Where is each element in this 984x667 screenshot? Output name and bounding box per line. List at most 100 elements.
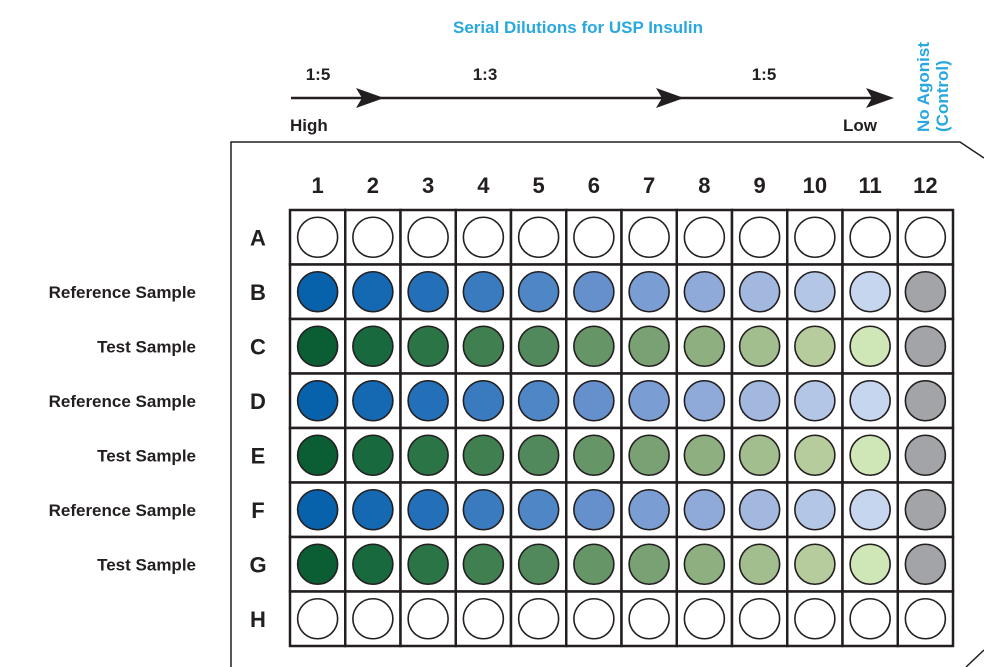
well-circle: [296, 270, 339, 313]
well-circle: [573, 216, 615, 259]
column-number-label: 11: [858, 173, 881, 198]
well-circle: [296, 434, 339, 477]
well-circle: [462, 434, 505, 477]
row-letter-label: B: [250, 280, 266, 305]
well-circle: [904, 216, 947, 259]
well-circle: [683, 543, 726, 586]
well-circle: [352, 488, 394, 531]
well-circle: [794, 325, 836, 368]
well-circle: [794, 216, 836, 259]
column-number-label: 2: [367, 173, 379, 198]
well-circle: [849, 325, 891, 368]
well-circle: [628, 216, 670, 259]
well-circle: [628, 270, 670, 313]
well-circle: [407, 597, 449, 640]
well-circle: [794, 488, 836, 531]
well-circle: [573, 597, 615, 640]
well-circle: [462, 488, 505, 531]
control-label-line1: No Agonist: [914, 42, 933, 132]
well-circle: [407, 434, 449, 477]
well-circle: [573, 543, 615, 586]
row-letter-label: E: [251, 443, 266, 468]
well-circle: [904, 270, 947, 313]
well-circle: [738, 216, 781, 259]
well-circle: [296, 216, 339, 259]
well-circle: [628, 597, 670, 640]
column-number-label: 5: [533, 173, 545, 198]
column-number-label: 12: [913, 173, 937, 198]
well-circle: [296, 379, 339, 422]
well-circle: [738, 379, 781, 422]
well-circle: [462, 216, 505, 259]
well-circle: [407, 216, 449, 259]
well-circle: [628, 379, 670, 422]
well-circle: [849, 270, 891, 313]
well-circle: [904, 597, 947, 640]
well-circle: [462, 597, 505, 640]
well-circle: [904, 325, 947, 368]
well-circle: [904, 379, 947, 422]
sample-type-label: Test Sample: [97, 446, 196, 465]
well-circle: [573, 379, 615, 422]
well-circle: [462, 270, 505, 313]
well-circle: [517, 270, 560, 313]
well-circle: [794, 434, 836, 477]
plate-outline: [230, 141, 984, 667]
dilution-arrow: [291, 88, 894, 108]
well-circle: [628, 325, 670, 368]
row-letter-label: G: [249, 552, 266, 577]
sample-type-label: Test Sample: [97, 555, 196, 574]
well-circle: [407, 488, 449, 531]
dilution-ratio-label: 1:5: [306, 65, 331, 84]
well-circle: [296, 325, 339, 368]
row-letter-label: H: [250, 607, 266, 632]
high-concentration-label: High: [290, 116, 328, 135]
dilution-ratio-label: 1:5: [752, 65, 777, 84]
well-circle: [296, 488, 339, 531]
well-circle: [849, 216, 891, 259]
well-circle: [683, 270, 726, 313]
well-circle: [407, 325, 449, 368]
column-number-label: 8: [698, 173, 710, 198]
sample-type-label: Reference Sample: [49, 283, 196, 302]
well-circle: [517, 597, 560, 640]
dilution-ratio-label: 1:3: [473, 65, 498, 84]
well-circle: [738, 325, 781, 368]
control-column-label: No Agonist (Control): [914, 42, 952, 132]
column-number-label: 10: [803, 173, 827, 198]
well-circle: [849, 434, 891, 477]
well-circle: [352, 325, 394, 368]
control-label-line2: (Control): [933, 60, 952, 132]
well-circle: [352, 216, 394, 259]
well-circle: [407, 270, 449, 313]
well-circle: [683, 216, 726, 259]
well-circle: [517, 216, 560, 259]
sample-type-label: Reference Sample: [49, 392, 196, 411]
well-circle: [352, 270, 394, 313]
well-circle: [462, 379, 505, 422]
well-circle: [683, 325, 726, 368]
row-letter-label: A: [250, 225, 266, 250]
column-number-label: 7: [643, 173, 655, 198]
well-circle: [517, 543, 560, 586]
well-circle: [352, 543, 394, 586]
well-circle: [849, 379, 891, 422]
well-circle: [683, 379, 726, 422]
well-circle: [683, 597, 726, 640]
well-circle: [352, 379, 394, 422]
row-letter-label: F: [251, 498, 264, 523]
low-concentration-label: Low: [843, 116, 878, 135]
well-circle: [573, 270, 615, 313]
column-number-label: 3: [422, 173, 434, 198]
well-circle: [794, 270, 836, 313]
well-circle: [738, 488, 781, 531]
well-circle: [407, 379, 449, 422]
well-circle: [628, 488, 670, 531]
well-circle: [738, 270, 781, 313]
well-circle: [683, 434, 726, 477]
well-circle: [683, 488, 726, 531]
column-number-label: 6: [588, 173, 600, 198]
well-circle: [794, 379, 836, 422]
well-circle: [628, 543, 670, 586]
